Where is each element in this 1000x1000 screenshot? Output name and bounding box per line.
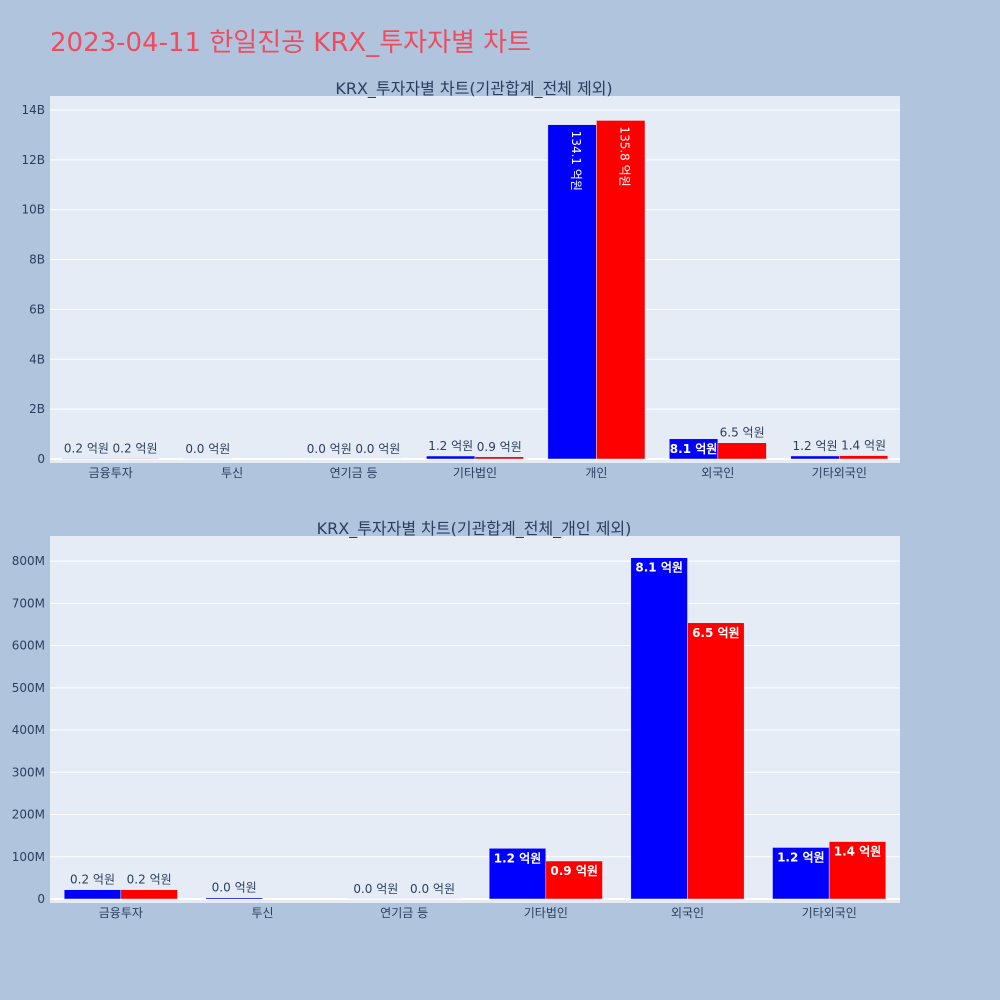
data-label: 1.4 억원 bbox=[834, 845, 882, 859]
y-tick-label: 2B bbox=[29, 402, 45, 416]
data-label: 0.0 억원 bbox=[307, 442, 352, 456]
x-tick-label: 기타외국인 bbox=[802, 906, 857, 920]
chart-investor-total: 0 2B 4B 6B 8B 10B 12B 14B KRX_투자자별 차트(기관합계_전체 제외… bbox=[21, 79, 900, 480]
bar bbox=[687, 622, 745, 900]
data-label: 1.2 억원 bbox=[428, 439, 473, 453]
data-label: 0.0 억원 bbox=[353, 882, 398, 896]
data-label: 1.2 억원 bbox=[793, 439, 838, 453]
bar bbox=[120, 889, 178, 900]
bar bbox=[545, 860, 603, 900]
y-tick-label: 100M bbox=[12, 850, 45, 864]
data-label: 0.2 억원 bbox=[113, 441, 158, 455]
x-tick-label: 외국인 bbox=[671, 906, 704, 920]
bar bbox=[110, 458, 160, 460]
x-tick-label: 기타외국인 bbox=[812, 466, 867, 480]
data-label: 8.1 억원 bbox=[670, 442, 718, 456]
plot-area bbox=[50, 536, 900, 903]
y-tick-label: 12B bbox=[21, 153, 45, 167]
x-tick-label: 연기금 등 bbox=[380, 906, 428, 920]
data-label: 0.2 억원 bbox=[64, 441, 109, 455]
data-label: 8.1 억원 bbox=[635, 561, 683, 575]
y-tick-label: 800M bbox=[12, 554, 45, 568]
data-label: 6.5 억원 bbox=[720, 426, 765, 440]
y-tick-label: 500M bbox=[12, 681, 45, 695]
y-tick-label: 4B bbox=[29, 352, 45, 366]
y-tick-label: 600M bbox=[12, 639, 45, 653]
bar bbox=[474, 456, 524, 460]
data-label: 134.1 억원 bbox=[569, 131, 583, 191]
y-tick-label: 0 bbox=[37, 452, 45, 466]
data-label: 135.8 억원 bbox=[618, 126, 632, 186]
data-label: 0.2 억원 bbox=[127, 873, 172, 887]
x-tick-label: 외국인 bbox=[701, 466, 734, 480]
data-label: 1.2 억원 bbox=[777, 850, 825, 864]
y-tick-label: 0 bbox=[37, 892, 45, 906]
x-tick-label: 금융투자 bbox=[89, 466, 133, 480]
x-tick-label: 기타법인 bbox=[453, 466, 497, 480]
bar bbox=[717, 442, 767, 460]
plot-area bbox=[50, 96, 900, 463]
bar bbox=[547, 124, 597, 460]
chart-title: KRX_투자자별 차트(기관합계_전체 제외) bbox=[335, 79, 612, 99]
x-tick-label: 개인 bbox=[585, 466, 607, 480]
x-tick-label: 연기금 등 bbox=[330, 466, 378, 480]
x-tick-label: 기타법인 bbox=[524, 906, 568, 920]
page-title: 2023-04-11 한일진공 KRX_투자자별 차트 bbox=[50, 28, 532, 58]
y-tick-label: 300M bbox=[12, 765, 45, 779]
data-label: 1.4 억원 bbox=[841, 439, 886, 453]
data-label: 0.2 억원 bbox=[70, 873, 115, 887]
data-label: 0.0 억원 bbox=[410, 882, 455, 896]
chart-title: KRX_투자자별 차트(기관합계_전체_개인 제외) bbox=[317, 519, 632, 539]
data-label: 6.5 억원 bbox=[692, 626, 740, 640]
bar bbox=[488, 848, 547, 900]
y-tick-label: 400M bbox=[12, 723, 45, 737]
data-label: 0.9 억원 bbox=[550, 864, 598, 878]
bar bbox=[596, 120, 646, 460]
bar bbox=[63, 889, 122, 900]
data-label: 0.0 억원 bbox=[185, 442, 230, 456]
x-tick-label: 투신 bbox=[251, 906, 273, 920]
bar bbox=[839, 455, 889, 460]
data-label: 0.0 억원 bbox=[355, 442, 400, 456]
bar bbox=[772, 847, 830, 900]
y-tick-label: 6B bbox=[29, 302, 45, 316]
x-tick-label: 투신 bbox=[221, 466, 243, 480]
y-tick-label: 8B bbox=[29, 253, 45, 267]
bar bbox=[205, 897, 263, 900]
bar bbox=[630, 557, 688, 900]
data-label: 1.2 억원 bbox=[494, 851, 542, 865]
data-label: 0.0 억원 bbox=[212, 881, 257, 895]
y-tick-label: 10B bbox=[21, 203, 45, 217]
y-tick-label: 200M bbox=[12, 808, 45, 822]
y-tick-label: 700M bbox=[12, 596, 45, 610]
data-label: 0.9 억원 bbox=[477, 440, 522, 454]
x-tick-label: 금융투자 bbox=[99, 906, 143, 920]
bar bbox=[828, 841, 887, 900]
y-tick-label: 14B bbox=[21, 103, 45, 117]
